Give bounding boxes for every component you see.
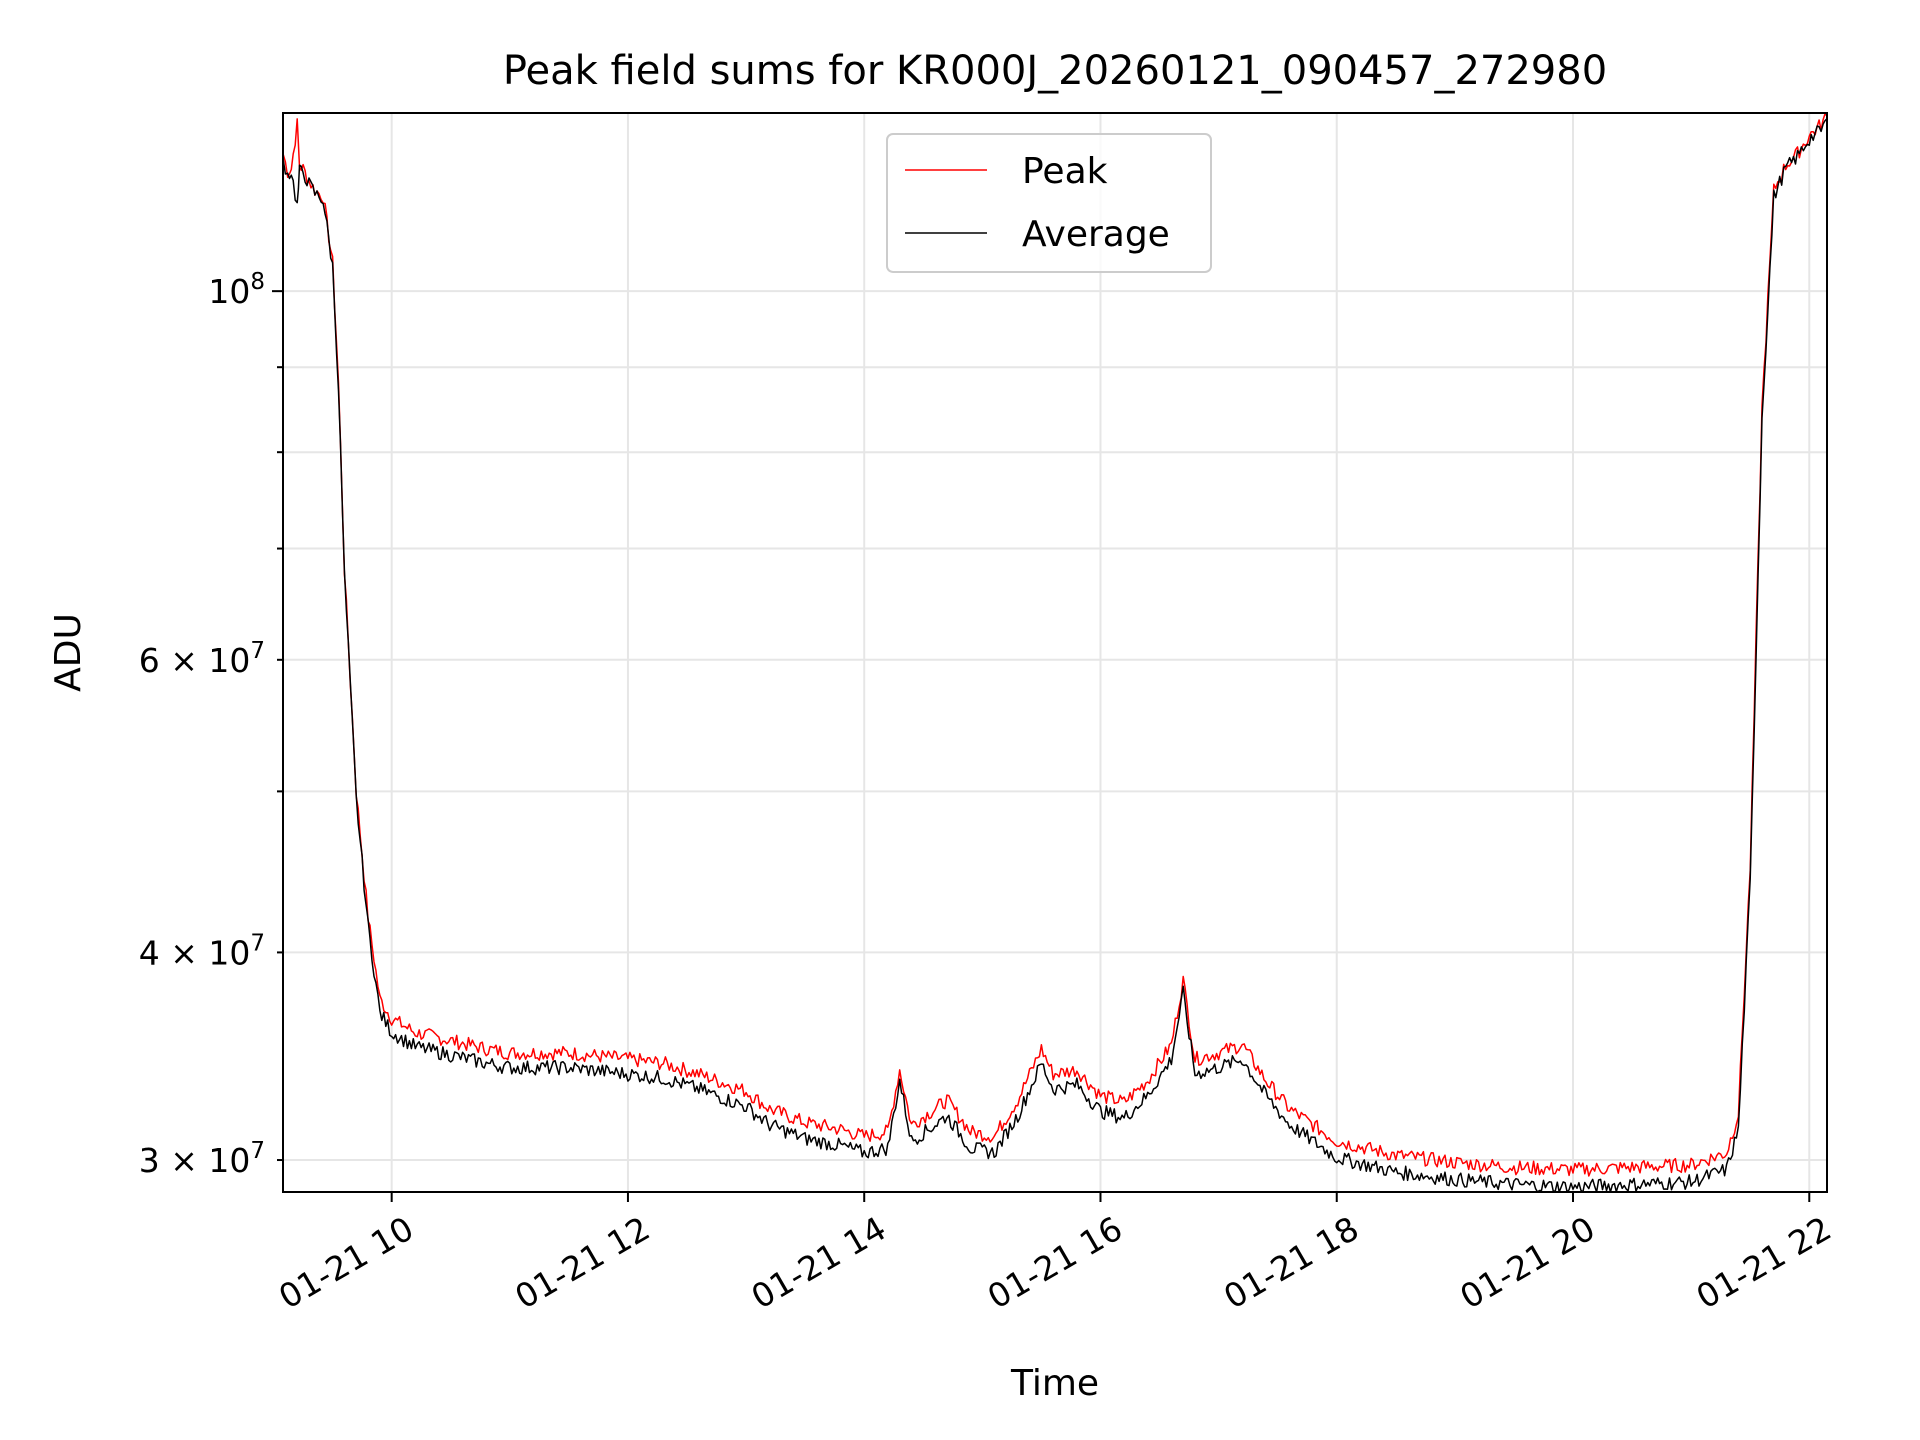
x-axis-label: Time [1010,1363,1099,1404]
y-tick-label: 6 × 107 [139,638,265,680]
chart-title: Peak field sums for KR000J_20260121_0904… [503,48,1607,94]
legend-label-average: Average [1022,214,1170,255]
chart: 01-21 10 01-21 12 01-21 14 01-21 16 01-21 18… [0,0,1920,1440]
legend: Peak Average [887,134,1211,272]
y-tick-label: 3 × 107 [139,1138,265,1180]
legend-label-peak: Peak [1022,151,1108,192]
y-axis-label: ADU [48,613,89,692]
y-tick-label: 4 × 107 [139,930,265,972]
